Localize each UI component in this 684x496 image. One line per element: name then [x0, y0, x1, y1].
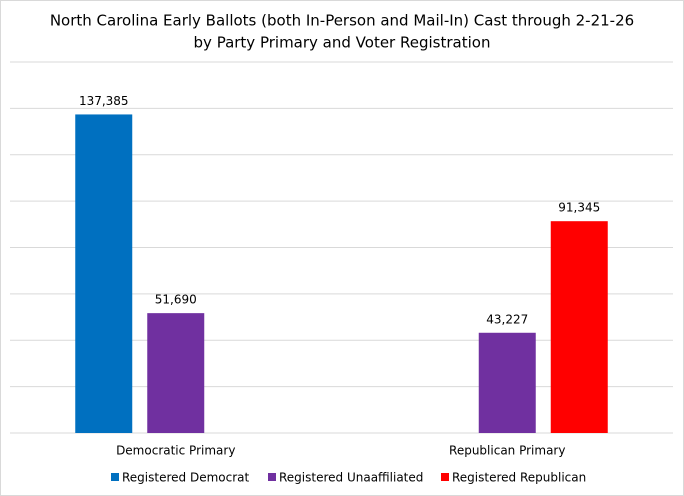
- value-label: 51,690: [155, 293, 197, 307]
- bar: [147, 313, 205, 433]
- bar: [478, 332, 536, 433]
- value-label: 91,345: [558, 201, 600, 215]
- legend-swatch: [268, 473, 276, 481]
- legend-swatch: [111, 473, 119, 481]
- legend-label: Registered Unaaffiliated: [279, 471, 423, 485]
- legend-label: Registered Republican: [452, 471, 586, 485]
- x-tick-label: Democratic Primary: [116, 444, 235, 458]
- legend-swatch: [441, 473, 449, 481]
- value-label: 137,385: [79, 94, 129, 108]
- chart-title: North Carolina Early Ballots (both In-Pe…: [50, 12, 634, 30]
- bar: [550, 221, 608, 433]
- bar: [75, 114, 133, 433]
- legend-label: Registered Democrat: [122, 471, 249, 485]
- x-tick-label: Republican Primary: [449, 444, 565, 458]
- value-label: 43,227: [486, 312, 528, 326]
- chart-title: by Party Primary and Voter Registration: [194, 34, 491, 52]
